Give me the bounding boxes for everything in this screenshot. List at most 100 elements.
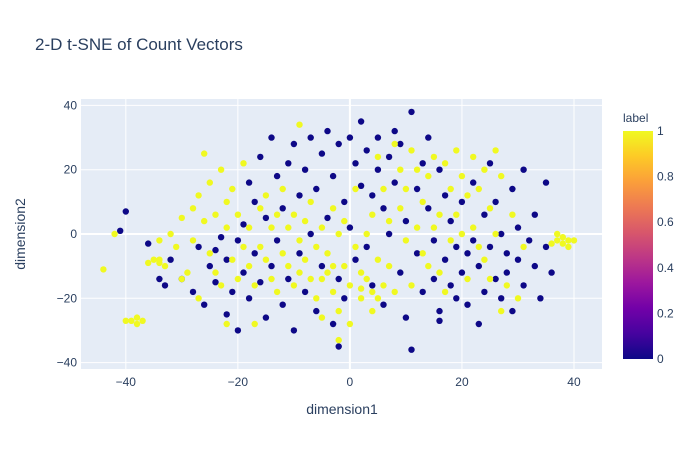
- scatter-point: [329, 320, 337, 328]
- chart-title: 2-D t-SNE of Count Vectors: [35, 35, 243, 54]
- scatter-point: [329, 205, 337, 212]
- colorbar-ticks: 0 0.2 0.4 0.6 0.8 1: [657, 124, 674, 366]
- scatter-point: [156, 237, 163, 244]
- scatter-point: [475, 262, 482, 270]
- scatter-point: [419, 198, 426, 206]
- scatter-point: [128, 317, 135, 324]
- scatter-point: [492, 275, 499, 283]
- scatter-point: [223, 256, 230, 263]
- scatter-point: [279, 205, 286, 212]
- scatter-point: [374, 134, 382, 141]
- scatter-point: [335, 307, 342, 315]
- scatter-point: [318, 224, 326, 231]
- scatter-point: [481, 166, 488, 173]
- scatter-point: [346, 282, 354, 289]
- scatter-point: [212, 279, 219, 286]
- scatter-point: [245, 224, 253, 231]
- scatter-point: [245, 262, 253, 270]
- scatter-point: [548, 269, 555, 276]
- scatter-point: [385, 217, 393, 225]
- scatter-point: [441, 160, 449, 167]
- scatter-point: [301, 217, 309, 225]
- scatter-point: [498, 172, 505, 180]
- scatter-point: [262, 314, 270, 321]
- scatter-point: [464, 275, 471, 283]
- scatter-point: [436, 317, 443, 324]
- scatter-point: [413, 185, 421, 193]
- scatter-point: [470, 237, 477, 244]
- scatter-point: [425, 172, 432, 180]
- scatter-point: [363, 243, 370, 251]
- colorbar-tick-label: 0.8: [657, 170, 674, 184]
- scatter-point: [335, 275, 342, 283]
- scatter-point: [296, 269, 303, 276]
- scatter-point: [234, 275, 242, 283]
- scatter-point: [313, 307, 320, 315]
- scatter-point: [296, 250, 303, 257]
- scatter-point: [341, 198, 348, 206]
- scatter-point: [285, 224, 292, 231]
- scatter-point: [240, 243, 247, 251]
- scatter-point: [397, 166, 404, 173]
- scatter-point: [470, 179, 477, 186]
- scatter-point: [436, 211, 443, 218]
- colorbar-tick-label: 0.2: [657, 306, 674, 320]
- scatter-point: [357, 118, 365, 125]
- scatter-point: [352, 243, 359, 251]
- scatter-point: [234, 237, 242, 244]
- colorbar-tick-label: 1: [657, 124, 664, 138]
- scatter-point: [195, 295, 202, 302]
- scatter-point: [307, 230, 314, 238]
- scatter-point: [475, 320, 482, 328]
- scatter-point: [251, 320, 258, 328]
- scatter-point: [391, 179, 398, 186]
- scatter-point: [329, 172, 337, 180]
- scatter-point: [212, 269, 219, 276]
- scatter-point: [486, 243, 494, 251]
- scatter-point: [380, 185, 387, 193]
- scatter-point: [374, 295, 382, 302]
- scatter-point: [290, 327, 298, 334]
- scatter-point: [318, 275, 326, 283]
- scatter-point: [464, 192, 471, 199]
- scatter-point: [402, 237, 410, 244]
- scatter-point: [492, 147, 499, 154]
- scatter-point: [139, 317, 146, 324]
- scatter-point: [363, 147, 370, 154]
- scatter-point: [481, 211, 488, 218]
- scatter-point: [447, 217, 454, 225]
- x-axis-ticks: −40 −20 0 20 40: [116, 375, 581, 389]
- scatter-point: [273, 237, 281, 244]
- scatter-point: [374, 166, 382, 173]
- scatter-point: [251, 282, 258, 289]
- scatter-point: [324, 269, 331, 276]
- scatter-point: [189, 237, 197, 244]
- scatter-point: [335, 343, 342, 350]
- scatter-point: [285, 262, 292, 270]
- scatter-point: [486, 160, 494, 167]
- scatter-point: [234, 327, 242, 334]
- scatter-point: [559, 234, 566, 241]
- scatter-point: [458, 269, 466, 276]
- scatter-point: [531, 211, 538, 218]
- scatter-point: [542, 243, 550, 251]
- scatter-point: [559, 240, 566, 247]
- scatter-point: [285, 160, 292, 167]
- scatter-point: [313, 185, 320, 193]
- scatter-point: [542, 179, 550, 186]
- scatter-point: [357, 182, 365, 189]
- scatter-point: [413, 224, 421, 231]
- x-tick-label: −20: [228, 375, 249, 389]
- scatter-point: [475, 185, 482, 193]
- y-axis-ticks: −40 −20 0 20 40: [57, 98, 78, 369]
- y-tick-label: 0: [70, 227, 77, 241]
- scatter-point: [234, 211, 242, 218]
- scatter-point: [453, 295, 460, 302]
- scatter-point: [133, 314, 141, 321]
- scatter-point: [363, 275, 370, 283]
- scatter-point: [122, 317, 129, 324]
- scatter-point: [441, 192, 449, 199]
- scatter-point: [273, 211, 281, 218]
- scatter-point: [430, 275, 438, 283]
- scatter-point: [369, 282, 376, 289]
